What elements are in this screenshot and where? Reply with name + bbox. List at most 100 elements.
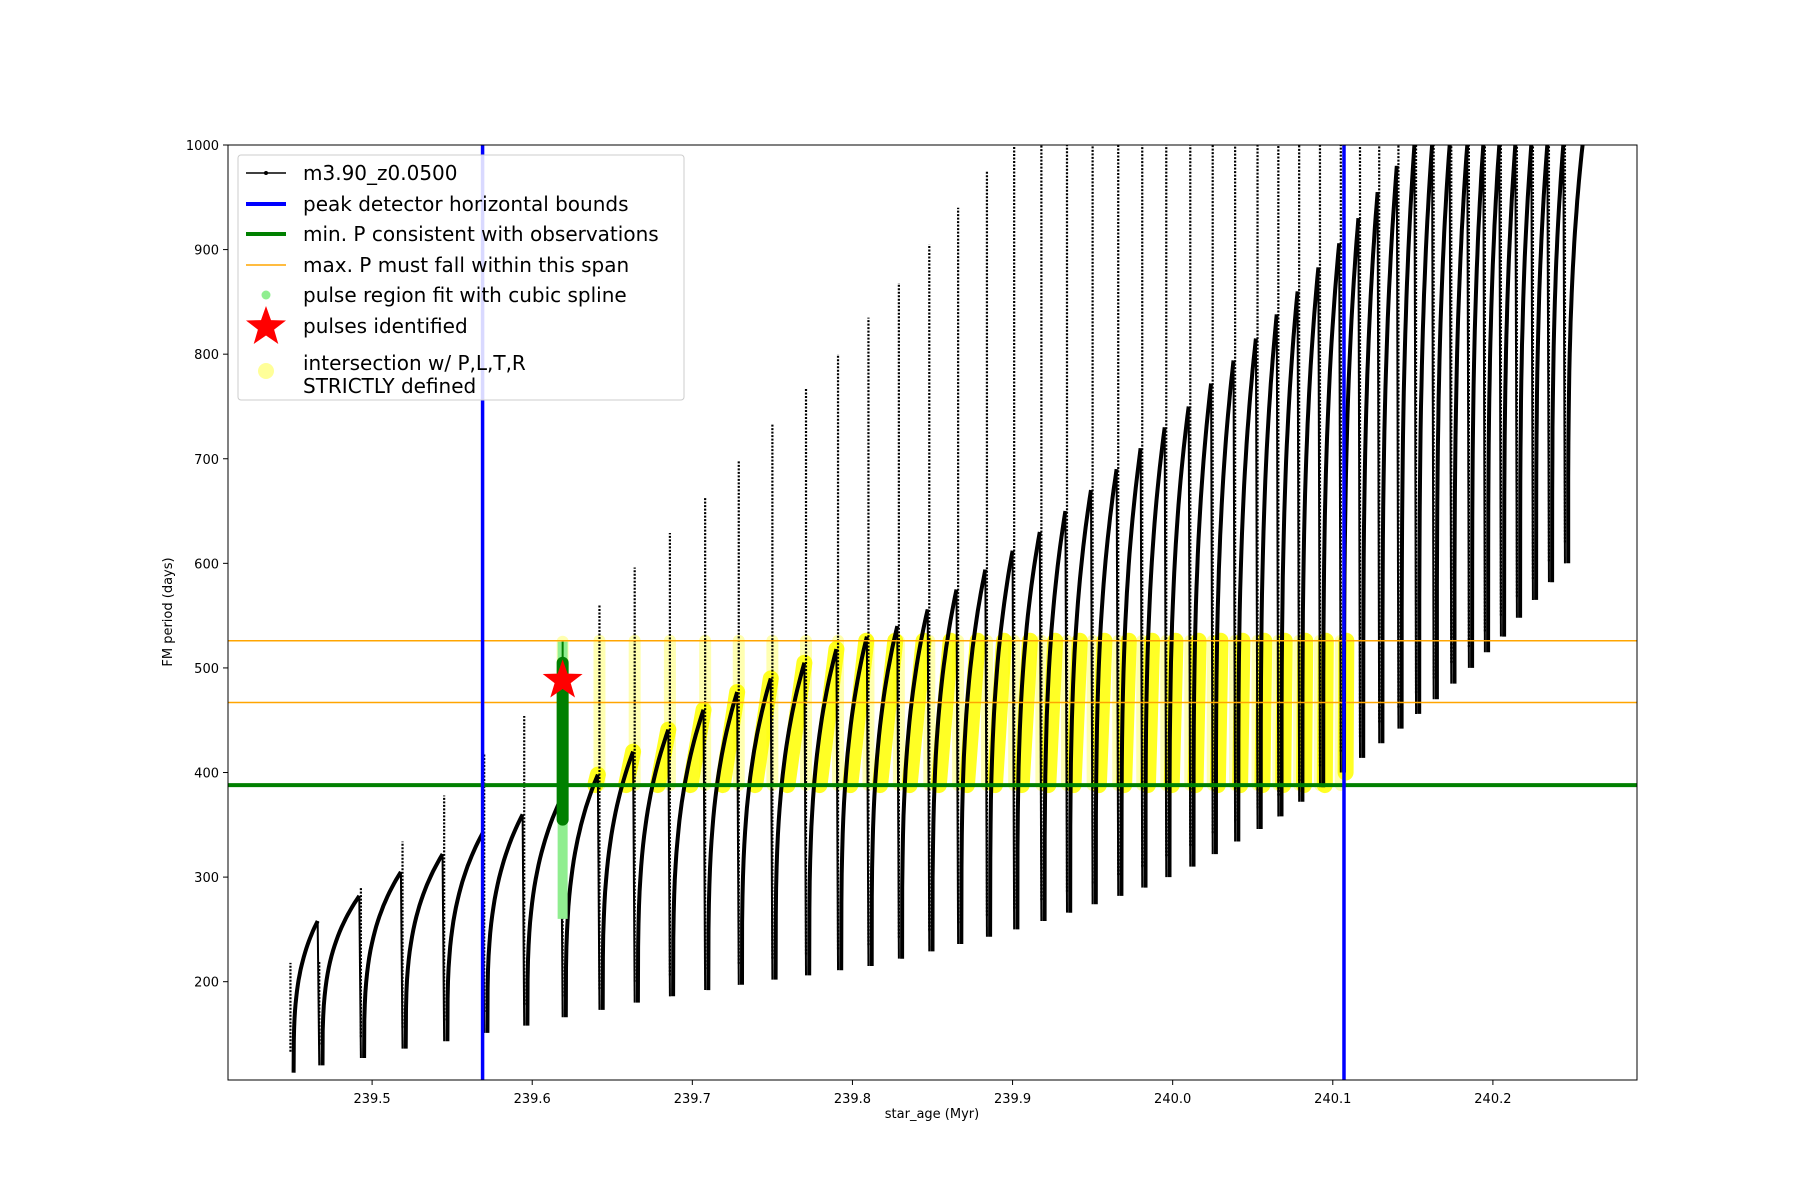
y-tick-label: 700	[194, 453, 219, 468]
track-cycle	[1470, 145, 1486, 668]
intersection-band	[811, 641, 845, 794]
x-tick-label: 239.7	[674, 1092, 711, 1107]
track-cycle	[635, 728, 671, 1003]
y-tick-label: 1000	[186, 139, 219, 154]
track-drop	[632, 751, 636, 1003]
track-cycle	[445, 832, 485, 1042]
track-cycle	[1167, 406, 1191, 878]
track-cycle	[839, 636, 869, 971]
y-tick-label: 500	[194, 662, 219, 677]
track-cycle	[1258, 314, 1279, 830]
intersection-band	[779, 654, 813, 794]
track-cycle	[1518, 145, 1534, 618]
track-cycle	[1566, 145, 1585, 564]
track-drop	[441, 854, 446, 1042]
y-tick-label: 400	[194, 767, 219, 782]
legend-box	[237, 154, 685, 401]
y-tick-label: 800	[194, 348, 219, 363]
intersection-band	[901, 632, 932, 794]
track-cycle	[1068, 489, 1093, 913]
intersection-band	[958, 632, 986, 794]
track-cycle	[1361, 191, 1380, 758]
track-cycle	[671, 709, 706, 997]
intersection-band	[986, 632, 1012, 794]
legend-marker	[246, 306, 286, 344]
track-cycle	[563, 773, 600, 1018]
intersection-band	[1187, 632, 1207, 794]
plot-frame	[227, 144, 1638, 1081]
x-tick-label: 240.0	[1154, 1092, 1191, 1107]
track-cycle	[869, 625, 900, 967]
intersection-band	[1013, 632, 1038, 794]
legend-marker	[258, 363, 274, 379]
y-tick-label: 300	[194, 871, 219, 886]
legend-label: m3.90_z0.0500	[303, 161, 458, 185]
track-cycle	[1417, 145, 1435, 714]
track-cycle	[740, 677, 773, 985]
intersection-band	[1209, 632, 1229, 794]
track-cycle	[1143, 427, 1167, 888]
track-cycle	[1380, 165, 1399, 744]
x-tick-label: 239.8	[834, 1092, 871, 1107]
track-cycle	[930, 589, 959, 952]
x-axis-label: star_age (Myr)	[885, 1107, 979, 1122]
legend-label: peak detector horizontal bounds	[303, 192, 629, 216]
track-cycle	[1502, 145, 1518, 637]
track-cycle	[773, 662, 807, 980]
intersection-band	[1116, 632, 1137, 794]
track-cycle	[1042, 510, 1068, 922]
legend-marker	[261, 290, 271, 300]
track-cycle	[1486, 145, 1502, 653]
legend-label: max. P must fall within this span	[303, 253, 629, 277]
track-cycle	[1550, 145, 1566, 583]
intersection-band	[842, 632, 875, 794]
track-cycle	[1300, 267, 1321, 802]
track-cycle	[320, 894, 361, 1066]
x-tick-label: 239.6	[514, 1092, 551, 1107]
axes: 239.5 239.6 239.7 239.8 239.9 240.0 240.1 240.2…	[186, 139, 1512, 1107]
intersection-band	[1232, 632, 1251, 794]
track-cycle	[1213, 360, 1236, 855]
track-cycle	[1093, 468, 1119, 905]
track-drop	[1466, 145, 1470, 668]
track-cycle	[485, 813, 525, 1033]
track-cycle	[525, 797, 563, 1026]
track-drop	[1187, 406, 1192, 867]
track-cycle	[1191, 383, 1214, 867]
x-tick-label: 240.2	[1474, 1092, 1511, 1107]
y-tick-label: 200	[194, 976, 219, 991]
intersection-band	[1163, 632, 1184, 794]
x-tick-label: 240.1	[1314, 1092, 1351, 1107]
track-drop	[955, 589, 960, 945]
intersection-band	[714, 683, 746, 794]
track-drop	[1448, 145, 1453, 684]
y-axis-label: FM period (days)	[161, 557, 176, 666]
track-cycle	[959, 569, 988, 945]
track-drop	[803, 662, 808, 976]
track-cycle	[1434, 145, 1452, 700]
track-cycle	[1399, 145, 1417, 729]
track-drop	[736, 691, 740, 985]
legend-label: pulses identified	[303, 314, 468, 338]
x-tick-label: 239.9	[994, 1092, 1031, 1107]
track-cycle	[1279, 291, 1300, 817]
legend-label: min. P consistent with observations	[303, 222, 659, 246]
track-cycle	[291, 920, 320, 1073]
track-cycle	[1452, 145, 1470, 684]
track-cycle	[807, 648, 839, 976]
plot-area	[228, 145, 1637, 1080]
track-cycle	[1119, 448, 1143, 896]
intersection-band	[930, 632, 959, 794]
intersection-band	[1090, 632, 1113, 794]
track-cycle	[403, 853, 445, 1049]
y-tick-label: 600	[194, 557, 219, 572]
track-drop	[1232, 360, 1237, 842]
pulse-star	[542, 659, 583, 698]
x-tick-label: 239.5	[353, 1092, 390, 1107]
y-tick-label: 900	[194, 244, 219, 259]
intersection-band	[747, 670, 779, 794]
track-cycle	[600, 750, 635, 1010]
track-cycle	[1236, 338, 1258, 842]
